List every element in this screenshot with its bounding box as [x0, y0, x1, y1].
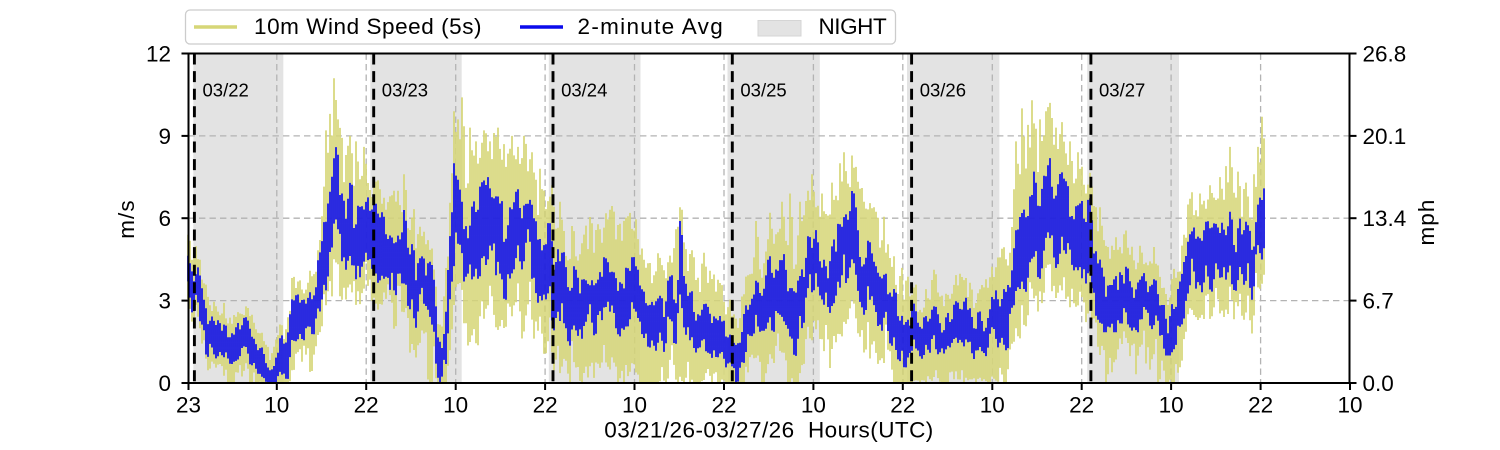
- svg-text:10: 10: [622, 393, 647, 418]
- svg-text:22: 22: [1248, 393, 1273, 418]
- svg-text:6: 6: [158, 206, 171, 231]
- svg-text:03/22: 03/22: [203, 80, 249, 101]
- svg-text:0: 0: [158, 371, 171, 396]
- svg-text:10: 10: [980, 393, 1005, 418]
- svg-text:22: 22: [533, 393, 558, 418]
- svg-text:03/27: 03/27: [1099, 80, 1145, 101]
- svg-text:20.1: 20.1: [1363, 124, 1407, 149]
- svg-text:22: 22: [354, 393, 379, 418]
- svg-text:10m Wind Speed (5s): 10m Wind Speed (5s): [254, 14, 482, 39]
- svg-text:3: 3: [158, 289, 171, 314]
- svg-text:10: 10: [1159, 393, 1184, 418]
- svg-text:0.0: 0.0: [1363, 371, 1394, 396]
- svg-text:22: 22: [890, 393, 915, 418]
- svg-text:9: 9: [158, 124, 171, 149]
- svg-text:6.7: 6.7: [1363, 289, 1394, 314]
- svg-text:10: 10: [1337, 393, 1362, 418]
- svg-text:m/s: m/s: [114, 199, 139, 239]
- svg-text:10: 10: [264, 393, 289, 418]
- svg-text:23: 23: [176, 393, 201, 418]
- svg-text:03/26: 03/26: [920, 80, 966, 101]
- svg-text:03/24: 03/24: [561, 80, 607, 101]
- svg-text:03/25: 03/25: [740, 80, 786, 101]
- svg-text:10: 10: [443, 393, 468, 418]
- svg-text:22: 22: [711, 393, 736, 418]
- svg-text:2-minute Avg: 2-minute Avg: [578, 14, 725, 39]
- svg-text:12: 12: [146, 42, 171, 67]
- svg-text:13.4: 13.4: [1363, 206, 1407, 231]
- svg-text:03/21/26-03/27/26 Hours(UTC): 03/21/26-03/27/26 Hours(UTC): [604, 418, 933, 443]
- svg-text:22: 22: [1069, 393, 1094, 418]
- svg-text:10: 10: [801, 393, 826, 418]
- svg-text:26.8: 26.8: [1363, 42, 1407, 67]
- svg-text:03/23: 03/23: [382, 80, 428, 101]
- svg-text:NIGHT: NIGHT: [819, 14, 887, 39]
- svg-text:mph: mph: [1414, 198, 1439, 245]
